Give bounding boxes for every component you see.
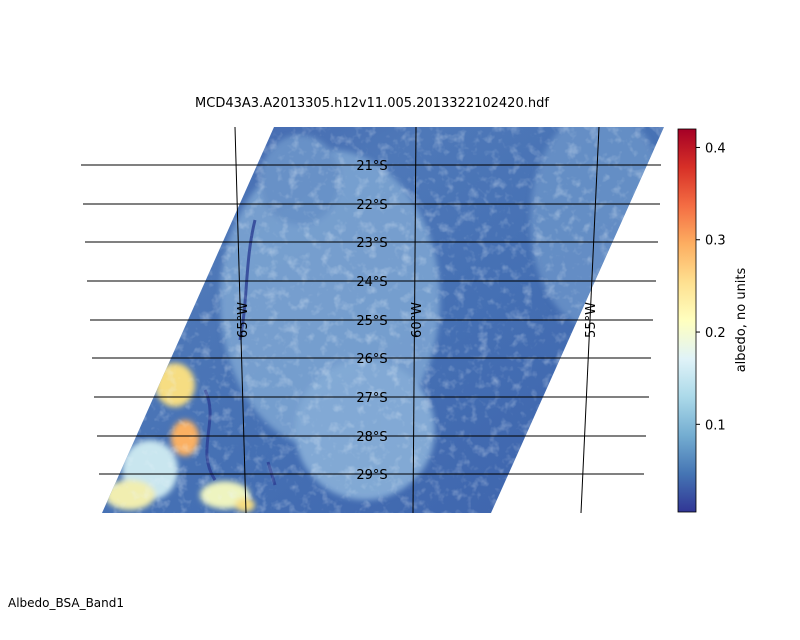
latitude-labels: 21°S 22°S 23°S 24°S 25°S 26°S 27°S 28°S 29°S bbox=[356, 159, 387, 483]
latitude-label: 22°S bbox=[356, 198, 387, 213]
latitude-label: 29°S bbox=[356, 468, 387, 483]
colorbar-tick-label: 0.4 bbox=[705, 141, 726, 156]
longitude-labels: 65°W 60°W 55°W bbox=[236, 302, 599, 338]
meridian-line bbox=[580, 126, 600, 514]
colorbar-tick-label: 0.3 bbox=[705, 234, 726, 249]
latitude-label: 27°S bbox=[356, 391, 387, 406]
longitude-label: 55°W bbox=[584, 302, 599, 338]
meridian-line bbox=[412, 126, 417, 514]
latitude-label: 26°S bbox=[356, 352, 387, 367]
longitude-label: 65°W bbox=[236, 302, 251, 338]
latitude-label: 23°S bbox=[356, 236, 387, 251]
latitude-label: 21°S bbox=[356, 159, 387, 174]
meridian-line bbox=[234, 126, 247, 514]
map-title: MCD43A3.A2013305.h12v11.005.201332210242… bbox=[195, 96, 549, 111]
latitude-label: 25°S bbox=[356, 314, 387, 329]
colorbar-tick-label: 0.2 bbox=[705, 326, 726, 341]
map-graticule bbox=[81, 126, 661, 514]
colorbar-label: albedo, no units bbox=[734, 267, 749, 372]
variable-name-label: Albedo_BSA_Band1 bbox=[8, 596, 125, 610]
latitude-label: 24°S bbox=[356, 275, 387, 290]
colorbar: 0.1 0.2 0.3 0.4 albedo, no units bbox=[677, 128, 749, 513]
colorbar-tick-label: 0.1 bbox=[705, 418, 726, 433]
latitude-label: 28°S bbox=[356, 430, 387, 445]
longitude-label: 60°W bbox=[410, 302, 425, 338]
